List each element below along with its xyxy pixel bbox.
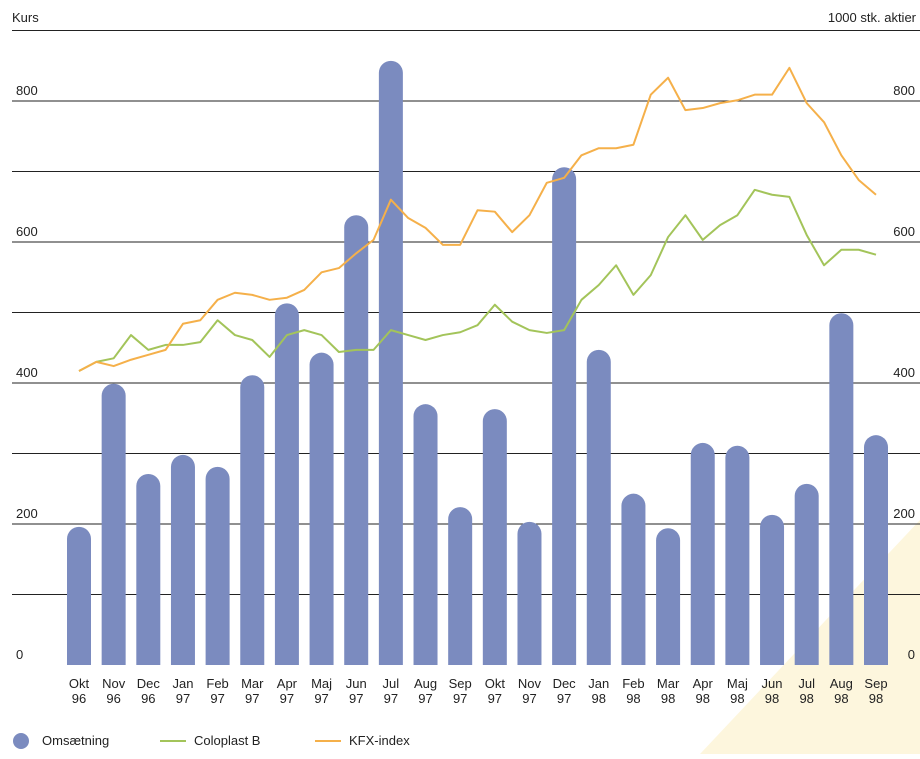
x-tick-label: Sep: [864, 676, 887, 691]
x-tick-label: 98: [834, 691, 848, 706]
x-tick-label: Jul: [798, 676, 815, 691]
x-tick-label: 97: [176, 691, 190, 706]
x-tick-label: Sep: [449, 676, 472, 691]
y2-tick-label: 200: [893, 506, 915, 521]
line-series: [78, 188, 877, 372]
x-tick-label: Nov: [102, 676, 126, 691]
bar: [101, 383, 126, 665]
legend-label: Omsætning: [42, 733, 109, 748]
bar: [621, 493, 646, 665]
x-tick-label: Feb: [622, 676, 644, 691]
x-tick-label: 98: [869, 691, 883, 706]
y-tick-label: 600: [16, 224, 38, 239]
x-tick-label: 97: [384, 691, 398, 706]
bar: [344, 215, 369, 665]
x-tick-label: Okt: [69, 676, 90, 691]
x-tick-label: Maj: [311, 676, 332, 691]
bar: [482, 409, 507, 665]
x-tick-label: Okt: [485, 676, 506, 691]
bar: [378, 60, 403, 665]
y-tick-label: 200: [16, 506, 38, 521]
x-tick-label: 97: [557, 691, 571, 706]
bar: [517, 521, 542, 665]
x-tick-label: 96: [141, 691, 155, 706]
x-tick-label: 96: [72, 691, 86, 706]
x-tick-label: 98: [661, 691, 675, 706]
bar: [760, 514, 785, 665]
x-tick-label: Jun: [346, 676, 367, 691]
x-tick-label: Maj: [727, 676, 748, 691]
y2-axis-label: 1000 stk. aktier: [828, 10, 917, 25]
bar: [448, 507, 473, 665]
bar: [864, 435, 888, 665]
x-tick-label: Mar: [657, 676, 680, 691]
x-tick-label: Dec: [553, 676, 577, 691]
y2-tick-label: 0: [908, 647, 915, 662]
x-tick-label: 97: [522, 691, 536, 706]
y-tick-label: 0: [16, 647, 23, 662]
x-tick-label: Apr: [693, 676, 714, 691]
x-tick-label: 97: [418, 691, 432, 706]
x-tick-label: 97: [453, 691, 467, 706]
bar: [690, 442, 715, 665]
x-tick-label: 97: [210, 691, 224, 706]
x-tick-label: Aug: [414, 676, 437, 691]
bar: [67, 526, 91, 665]
x-tick-label: 98: [696, 691, 710, 706]
x-tick-label: 97: [245, 691, 259, 706]
x-tick-label: Nov: [518, 676, 542, 691]
x-tick-label: Apr: [277, 676, 298, 691]
legend-label: Coloplast B: [194, 733, 260, 748]
bar: [413, 404, 438, 665]
line-series: [78, 66, 877, 372]
legend-marker: [13, 733, 29, 749]
x-tick-label: 98: [592, 691, 606, 706]
x-tick-label: 97: [349, 691, 363, 706]
bar: [656, 528, 681, 665]
x-tick-label: 98: [730, 691, 744, 706]
x-tick-label: Dec: [137, 676, 161, 691]
y2-tick-label: 400: [893, 365, 915, 380]
bar: [725, 445, 750, 665]
y-axis-label: Kurs: [12, 10, 39, 25]
y2-tick-label: 800: [893, 83, 915, 98]
x-tick-label: 98: [765, 691, 779, 706]
x-tick-label: 97: [488, 691, 502, 706]
bar: [586, 349, 611, 665]
y-tick-label: 800: [16, 83, 38, 98]
bar: [205, 466, 230, 665]
x-tick-label: 97: [280, 691, 294, 706]
bar: [240, 375, 265, 665]
x-tick-label: Jan: [588, 676, 609, 691]
bar: [274, 303, 299, 665]
bar: [309, 352, 334, 665]
x-tick-label: Jan: [172, 676, 193, 691]
x-tick-label: Feb: [206, 676, 228, 691]
y-tick-label: 400: [16, 365, 38, 380]
bar: [136, 473, 161, 665]
bar: [829, 313, 854, 665]
x-tick-label: 98: [626, 691, 640, 706]
bar: [552, 167, 577, 665]
x-tick-label: Jun: [762, 676, 783, 691]
x-tick-label: Mar: [241, 676, 264, 691]
x-tick-label: 96: [106, 691, 120, 706]
x-tick-label: 97: [314, 691, 328, 706]
y2-tick-label: 600: [893, 224, 915, 239]
x-tick-label: Aug: [830, 676, 853, 691]
x-tick-label: 98: [799, 691, 813, 706]
x-tick-label: Jul: [383, 676, 400, 691]
bar: [170, 454, 195, 665]
bar: [794, 483, 819, 665]
legend-label: KFX-index: [349, 733, 410, 748]
